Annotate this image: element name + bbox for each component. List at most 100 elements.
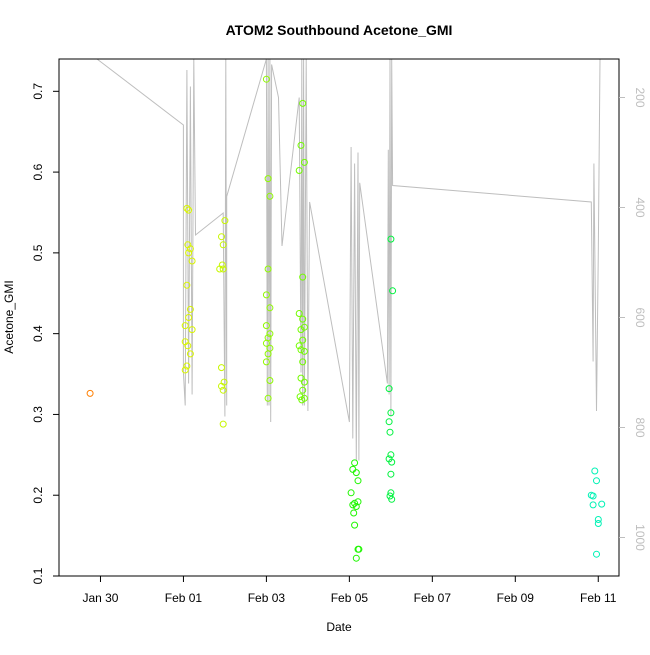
data-point [181, 322, 189, 330]
data-point [352, 503, 360, 510]
data-point [218, 233, 225, 241]
data-point [387, 470, 395, 478]
data-point [350, 509, 358, 517]
data-point [186, 350, 194, 358]
data-point [262, 291, 270, 299]
data-point [295, 310, 303, 317]
data-point [221, 217, 229, 225]
x-axis: Jan 30 Feb 01 Feb 03 Feb 05 Feb 07 Feb 09 Feb … [82, 576, 617, 605]
chart-title: ATOM2 Southbound Acetone_GMI [226, 22, 453, 38]
data-point [186, 305, 194, 313]
data-point [298, 396, 306, 404]
data-point [262, 75, 270, 83]
data-point [299, 273, 307, 281]
x-tick-label: Feb 03 [248, 591, 286, 605]
data-point [589, 501, 597, 509]
data-point [386, 428, 394, 436]
data-point [387, 451, 395, 459]
data-point [351, 459, 359, 467]
data-point [186, 245, 194, 253]
data-point [188, 257, 196, 265]
data-point [349, 501, 357, 509]
data-point [86, 389, 94, 397]
y-tick-label: 0.4 [31, 325, 45, 342]
data-point [218, 364, 225, 372]
data-point [295, 342, 303, 350]
data-point [351, 521, 359, 529]
data-point [354, 477, 362, 485]
y-tick-label: 0.2 [31, 487, 45, 504]
data-point [264, 175, 272, 183]
data-point [598, 500, 606, 508]
data-point [354, 498, 362, 506]
secondary-y-tick-label: 800 [633, 417, 647, 437]
data-point [299, 315, 307, 323]
data-point [181, 366, 189, 374]
data-point [218, 382, 225, 390]
data-point [297, 374, 305, 382]
data-point [593, 550, 600, 558]
x-tick-label: Feb 11 [580, 591, 617, 605]
data-point [352, 554, 360, 562]
data-point [387, 409, 395, 417]
data-point [299, 386, 307, 394]
secondary-series-line [96, 58, 601, 461]
y-tick-label: 0.7 [31, 83, 45, 100]
data-point [388, 458, 396, 466]
data-point [297, 346, 305, 354]
data-point [593, 477, 600, 485]
x-tick-label: Jan 30 [82, 591, 118, 605]
secondary-y-tick-label: 1000 [633, 524, 647, 551]
data-point [297, 141, 305, 149]
data-point [591, 467, 599, 475]
x-tick-label: Feb 01 [165, 591, 203, 605]
data-point [299, 358, 307, 366]
scatter-points [86, 75, 606, 562]
data-point [266, 377, 274, 384]
y-axis-title: Acetone_GMI [2, 280, 16, 353]
data-point [300, 378, 308, 386]
data-point [185, 206, 193, 214]
data-point [219, 420, 227, 428]
data-point [387, 235, 395, 243]
secondary-series [96, 58, 601, 461]
data-point [386, 492, 394, 500]
data-point [262, 339, 270, 347]
data-point [266, 192, 274, 200]
data-point [594, 520, 602, 527]
secondary-y-tick-label: 400 [633, 197, 647, 217]
data-point [185, 249, 193, 257]
data-point [355, 545, 363, 553]
data-point [385, 385, 393, 393]
secondary-y-axis: 200 400 600 800 1000 [619, 87, 647, 551]
data-point [594, 516, 602, 523]
data-point [295, 167, 303, 174]
y-tick-label: 0.1 [31, 567, 45, 584]
data-point [388, 495, 396, 503]
data-point [347, 489, 355, 497]
data-point [266, 304, 274, 312]
data-point [262, 322, 270, 330]
data-point [385, 418, 393, 426]
data-point [184, 342, 192, 350]
data-point [183, 281, 191, 289]
y-axis: 0.1 0.2 0.3 0.4 0.5 0.6 0.7 [31, 83, 59, 584]
data-point [266, 330, 274, 338]
x-tick-label: Feb 07 [414, 591, 452, 605]
data-point [352, 469, 360, 477]
x-tick-label: Feb 09 [497, 591, 535, 605]
x-axis-title: Date [326, 620, 352, 634]
data-point [389, 287, 397, 295]
data-point [264, 265, 272, 273]
data-point [185, 314, 193, 321]
data-point [264, 350, 272, 358]
secondary-y-tick-label: 200 [633, 87, 647, 107]
data-point [300, 347, 308, 355]
data-point [262, 358, 270, 366]
data-point [264, 394, 272, 402]
data-point [183, 204, 191, 212]
data-point [219, 265, 227, 273]
data-point [589, 492, 597, 500]
